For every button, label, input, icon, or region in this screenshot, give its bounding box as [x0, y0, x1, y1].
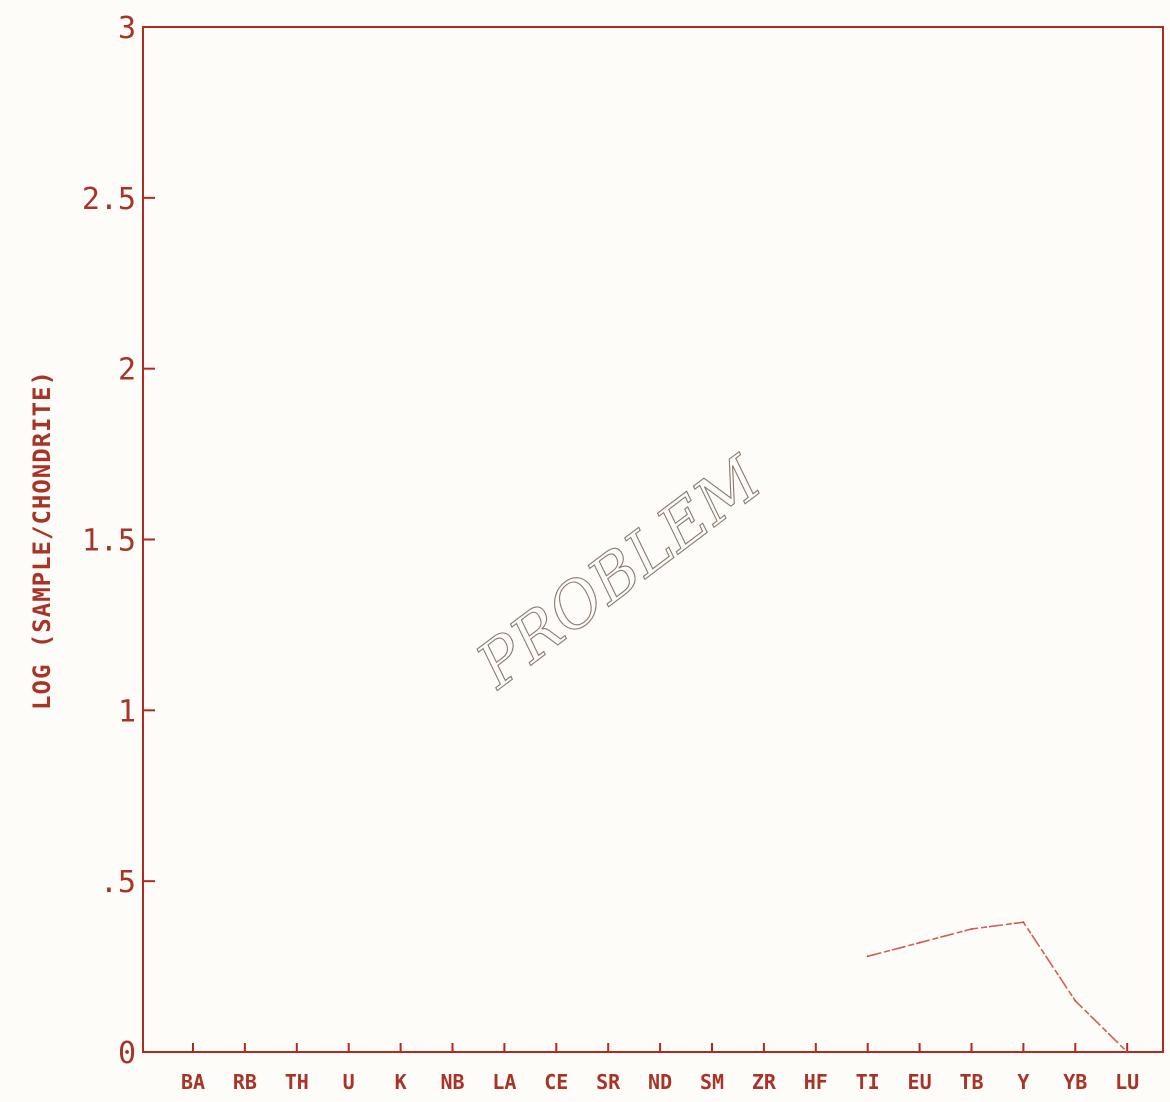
series-layer [866, 921, 1129, 1053]
x-tick-label: TB [959, 1070, 983, 1094]
x-tick-label: SM [700, 1070, 724, 1094]
series-point [1074, 999, 1077, 1002]
series-point [918, 941, 921, 944]
x-tick-label: RB [233, 1070, 257, 1094]
x-tick-label: NB [440, 1070, 464, 1094]
y-tick-label: 1.5 [82, 524, 136, 559]
x-tick-label: BA [181, 1070, 205, 1094]
series-point [866, 955, 869, 958]
x-tick-label: U [343, 1070, 355, 1094]
x-tick-label: CE [544, 1070, 568, 1094]
x-tick-label: YB [1063, 1070, 1087, 1094]
x-tick-label: LU [1115, 1070, 1139, 1094]
x-tick-label: Y [1017, 1070, 1029, 1094]
x-tick-label: SR [596, 1070, 621, 1094]
series-point [970, 928, 973, 930]
y-tick-label: .5 [100, 865, 136, 900]
x-tick-label: ND [648, 1070, 672, 1094]
x-tick-label: HF [804, 1070, 828, 1094]
x-tick-label: EU [908, 1070, 932, 1094]
series-point [1022, 921, 1025, 924]
series-line [867, 921, 1128, 1053]
y-tick-label: 2.5 [82, 182, 136, 217]
y-tick-label: 2 [118, 353, 136, 388]
x-tick-label: TH [285, 1070, 309, 1094]
handwritten-annotation: PROBLEM [462, 441, 775, 702]
y-axis-label: LOG (SAMPLE/CHONDRITE) [28, 370, 56, 710]
y-tick-label: 0 [118, 1036, 136, 1071]
y-tick-label: 3 [118, 11, 136, 46]
y-tick-label: 1 [118, 694, 136, 729]
y-axis-ticks: 0 .5 1 1.5 2 2.5 3 [82, 11, 155, 1071]
series-point [1126, 1051, 1129, 1053]
x-tick-label: TI [856, 1070, 880, 1094]
x-tick-label: K [395, 1070, 407, 1094]
x-tick-label: ZR [752, 1070, 777, 1094]
x-tick-label: LA [492, 1070, 516, 1094]
